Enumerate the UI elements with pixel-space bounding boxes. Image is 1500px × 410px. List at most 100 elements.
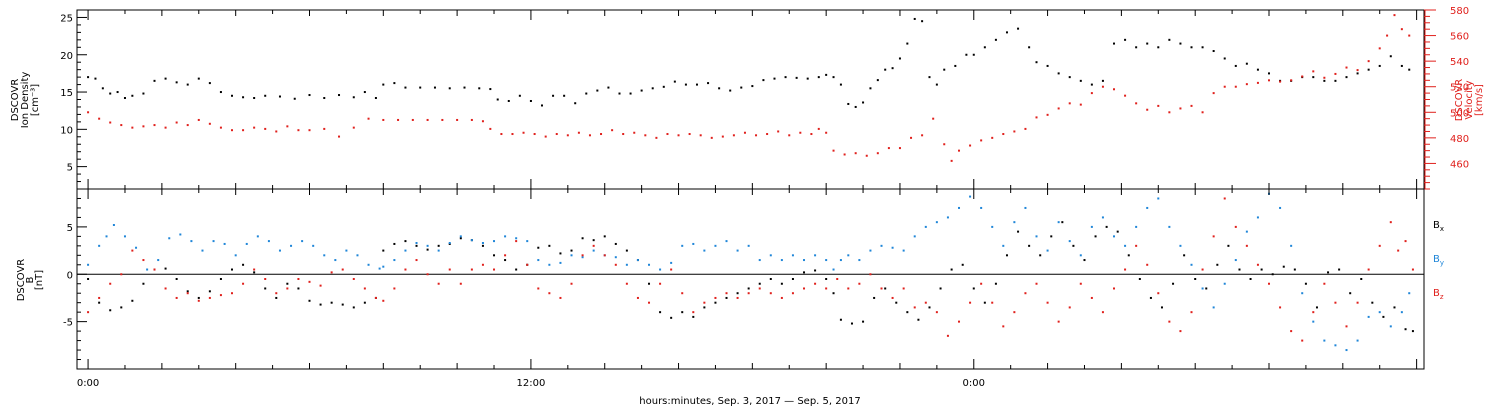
top-point-black bbox=[308, 94, 311, 97]
bottom-point-Bz bbox=[1135, 244, 1138, 247]
bottom-point-Bz bbox=[969, 301, 972, 304]
bottom-point-By bbox=[692, 242, 695, 245]
bottom-point-Bx bbox=[275, 296, 278, 299]
bottom-point-Bx bbox=[352, 306, 355, 309]
top-point-red bbox=[308, 129, 311, 132]
bottom-point-Bz bbox=[1090, 296, 1093, 299]
top-point-red bbox=[732, 134, 735, 137]
bottom-ylabel-line: DSCOVR bbox=[16, 259, 27, 302]
bottom-point-By bbox=[1046, 249, 1049, 252]
top-point-red bbox=[677, 134, 680, 137]
top-point-red bbox=[481, 120, 484, 123]
top-point-black bbox=[463, 86, 466, 89]
top-point-red bbox=[382, 118, 385, 121]
bottom-point-Bx bbox=[950, 268, 953, 271]
top-point-black bbox=[123, 97, 126, 100]
bottom-y-tick-label: 5 bbox=[67, 223, 73, 234]
top-point-red bbox=[688, 133, 691, 136]
bottom-point-Bz bbox=[230, 292, 233, 295]
bottom-point-Bx bbox=[87, 278, 90, 280]
bottom-point-Bz bbox=[991, 301, 994, 304]
top-point-black bbox=[507, 99, 510, 102]
bottom-point-Bz bbox=[459, 282, 462, 285]
bottom-point-Bz bbox=[253, 268, 256, 271]
bottom-point-By bbox=[1079, 254, 1082, 257]
top-point-black bbox=[729, 89, 732, 92]
bottom-point-Bx bbox=[1238, 268, 1241, 271]
bottom-point-Bx bbox=[1393, 306, 1396, 309]
top-point-black bbox=[131, 94, 134, 97]
bottom-point-Bx bbox=[1227, 244, 1230, 247]
bottom-point-Bx bbox=[884, 287, 887, 290]
top-point-black bbox=[596, 89, 599, 92]
bottom-point-Bx bbox=[197, 296, 200, 299]
top-point-black bbox=[94, 77, 97, 80]
top-point-black bbox=[1101, 79, 1104, 82]
top-point-red bbox=[876, 152, 879, 155]
bottom-point-Bz bbox=[481, 263, 484, 266]
bottom-point-By bbox=[537, 259, 540, 262]
top-point-red bbox=[1393, 14, 1396, 17]
top-y2-tick-label: 520 bbox=[1450, 83, 1469, 94]
bottom-point-Bx bbox=[253, 271, 256, 274]
bottom-point-Bz bbox=[614, 263, 617, 266]
top-point-red bbox=[555, 133, 558, 136]
bottom-point-By bbox=[725, 240, 728, 243]
bottom-point-Bx bbox=[1315, 306, 1318, 309]
top-point-red bbox=[1323, 76, 1326, 79]
bottom-point-Bz bbox=[847, 287, 850, 290]
bottom-point-Bx bbox=[961, 263, 964, 266]
top-point-black bbox=[1190, 46, 1193, 49]
top-point-black bbox=[762, 79, 765, 82]
bottom-point-Bx bbox=[862, 320, 865, 323]
bottom-point-Bz bbox=[1411, 268, 1414, 271]
top-point-black bbox=[1005, 31, 1008, 34]
top-ylabel-line: DSCOVR bbox=[10, 79, 21, 122]
top-point-black bbox=[109, 92, 112, 95]
bottom-point-Bz bbox=[264, 278, 267, 280]
bottom-point-By bbox=[526, 240, 529, 243]
top-point-red bbox=[275, 130, 278, 133]
bottom-y-tick-label: -5 bbox=[63, 318, 73, 329]
top-ylabel-line: [cm⁻³] bbox=[30, 84, 41, 116]
top-point-red bbox=[411, 118, 414, 121]
top-point-red bbox=[1212, 92, 1215, 95]
top-point-black bbox=[935, 83, 938, 86]
bottom-point-Bx bbox=[791, 278, 794, 280]
bottom-point-By bbox=[1146, 206, 1149, 209]
bottom-point-Bz bbox=[153, 268, 156, 271]
bottom-point-By bbox=[1201, 287, 1204, 290]
top-y2label-line: DSCOVR bbox=[1454, 79, 1465, 122]
top-point-black bbox=[898, 57, 901, 60]
top-point-red bbox=[1090, 92, 1093, 95]
bottom-point-By bbox=[1356, 339, 1359, 342]
bottom-point-By bbox=[625, 263, 628, 266]
top-point-red bbox=[1290, 79, 1293, 82]
bottom-point-Bx bbox=[208, 290, 211, 293]
top-point-black bbox=[478, 87, 481, 90]
top-point-black bbox=[740, 86, 743, 89]
top-point-black bbox=[1389, 55, 1392, 58]
bottom-point-Bx bbox=[1382, 315, 1385, 318]
bottom-point-Bz bbox=[1157, 292, 1160, 295]
bottom-point-Bx bbox=[592, 239, 595, 242]
top-point-black bbox=[433, 86, 436, 89]
bottom-point-Bz bbox=[891, 296, 894, 299]
top-point-red bbox=[817, 127, 820, 130]
top-point-black bbox=[1212, 50, 1215, 53]
bottom-point-Bz bbox=[659, 282, 662, 285]
bottom-point-Bz bbox=[1035, 282, 1038, 285]
bottom-point-By bbox=[290, 244, 293, 247]
top-point-black bbox=[101, 87, 104, 90]
top-point-black bbox=[87, 76, 90, 79]
bottom-point-Bz bbox=[1356, 301, 1359, 304]
top-point-red bbox=[426, 118, 429, 121]
top-point-black bbox=[230, 94, 233, 97]
bottom-point-Bz bbox=[935, 311, 938, 314]
bottom-point-By bbox=[1400, 311, 1403, 314]
bottom-panel-frame bbox=[76, 188, 1425, 370]
bottom-point-By bbox=[648, 263, 651, 266]
bottom-point-Bz bbox=[1279, 306, 1282, 309]
bottom-point-By bbox=[581, 256, 584, 259]
top-point-black bbox=[489, 88, 492, 91]
